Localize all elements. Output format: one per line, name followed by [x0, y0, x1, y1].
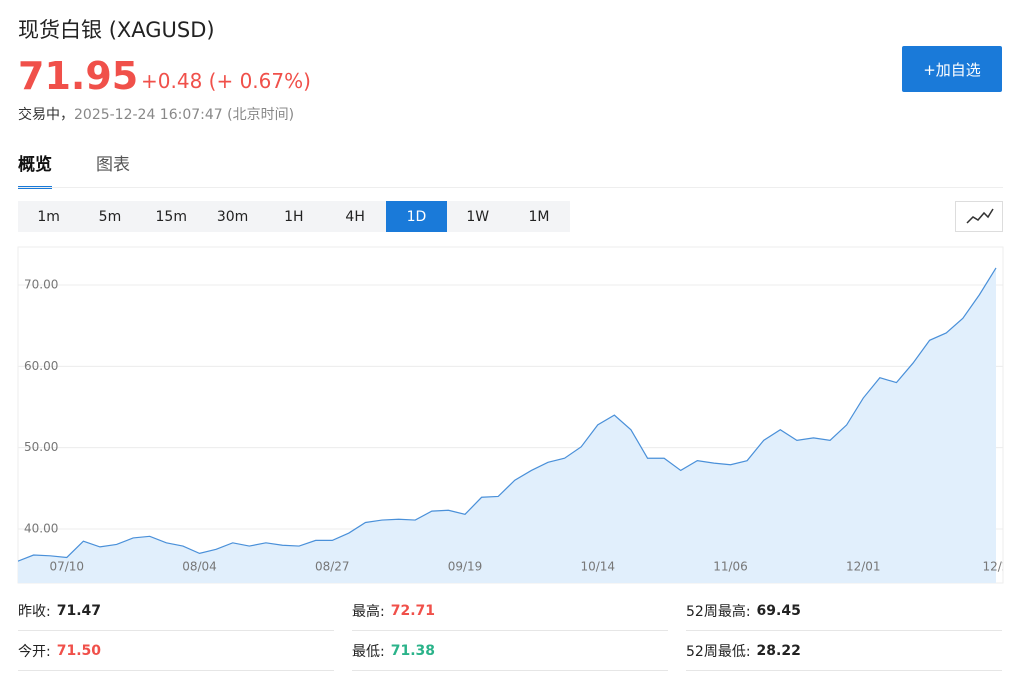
x-tick-label: 09/19: [448, 560, 483, 574]
stat-item: 52周最低: 28.22: [686, 631, 1002, 671]
stat-item: 今开: 71.50: [18, 631, 334, 671]
timeframe-button[interactable]: 5m: [98, 208, 122, 225]
title: 现货白银 (XAGUSD): [18, 14, 215, 44]
chart-type-button[interactable]: [955, 201, 1003, 232]
instrument-name: 现货白银: [18, 18, 102, 42]
add-watchlist-button[interactable]: +加自选: [902, 46, 1002, 92]
stat-label: 昨收:: [18, 603, 51, 620]
timeframe-button[interactable]: 1W: [466, 208, 490, 225]
stat-item: 52周最高: 69.45: [686, 591, 1002, 631]
stat-label: 52周最高:: [686, 603, 751, 620]
timeframe-button[interactable]: 30m: [216, 208, 249, 225]
timeframe-bar: 1m 5m 15m 30m 1H 4H 1D 1W 1M: [18, 201, 570, 232]
x-tick-label: 10/14: [580, 560, 615, 574]
trade-status: 交易中，: [18, 107, 74, 123]
stat-item: 昨收: 71.47: [18, 591, 334, 631]
y-tick-label: 40.00: [24, 521, 58, 535]
divider: [18, 187, 1003, 188]
stat-value: 71.47: [56, 602, 102, 619]
stat-item: 最低: 71.38: [352, 631, 668, 671]
line: [18, 267, 997, 562]
timeframe-button[interactable]: 1M: [528, 208, 550, 225]
status: 交易中，2025-12-24 16:07:47 (北京时间): [18, 104, 294, 124]
timestamp: 2025-12-24 16:07:47 (北京时间): [74, 107, 295, 123]
timeframe-button[interactable]: 1H: [284, 208, 304, 225]
timeframe-button[interactable]: 1D: [385, 201, 448, 232]
price: 71.95: [18, 54, 139, 98]
timeframe-button[interactable]: 1m: [37, 208, 60, 225]
stat-label: 最低:: [352, 643, 385, 660]
chart-type-icon: [966, 208, 994, 224]
x-tick-label: 07/10: [49, 560, 84, 574]
stat-item: 最高: 72.71: [352, 591, 668, 631]
stat-label: 今开:: [18, 643, 51, 660]
stat-label: 最高:: [352, 603, 385, 620]
tab[interactable]: 图表: [96, 155, 130, 175]
y-tick-label: 50.00: [24, 440, 58, 454]
x-tick-label: 11/06: [713, 560, 748, 574]
y-tick-label: 70.00: [24, 277, 58, 291]
stat-value: 71.50: [56, 642, 102, 659]
timeframe-button[interactable]: 15m: [155, 208, 187, 225]
x-tick-label: 08/04: [182, 560, 217, 574]
timeframe-button[interactable]: 4H: [345, 208, 365, 225]
y-tick-label: 60.00: [24, 359, 58, 373]
stat-value: 28.22: [756, 642, 801, 659]
chart: 40.00 50.00 60.00 70.00 07/10 08/04 08/27 09/19…: [17, 246, 1010, 584]
instrument-symbol: (XAGUSD): [108, 18, 215, 42]
x-tick-label: 12/2: [983, 560, 1010, 574]
x-tick-label: 12/01: [846, 560, 881, 574]
stat-value: 72.71: [390, 602, 436, 619]
stat-value: 69.45: [756, 602, 801, 619]
x-tick-label: 08/27: [315, 560, 350, 574]
stat-value: 71.38: [390, 642, 436, 659]
price-change: +0.48 (+ 0.67%): [141, 69, 311, 93]
stat-label: 52周最低:: [686, 643, 751, 660]
area: [18, 267, 996, 583]
